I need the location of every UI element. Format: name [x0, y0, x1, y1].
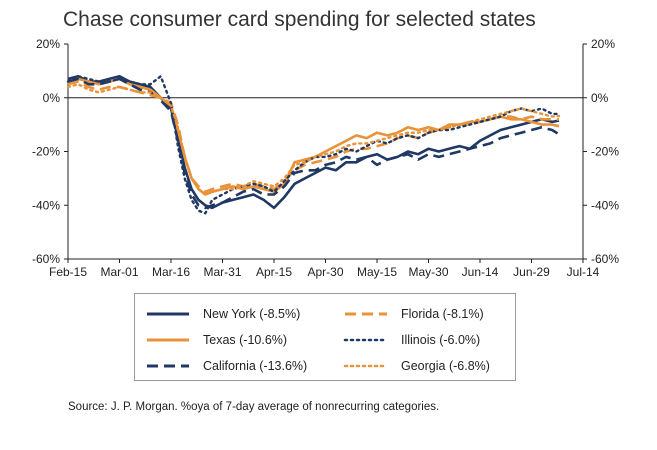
chart-title: Chase consumer card spending for selecte… [63, 8, 536, 31]
y-tick-label-left: 20% [36, 37, 60, 51]
legend-item-georgia: Georgia (-6.8%) [343, 356, 490, 376]
source-note: Source: J. P. Morgan. %oya of 7-day aver… [68, 401, 440, 413]
legend-label: New York (-8.5%) [203, 307, 301, 321]
x-tick-label: Mar-16 [152, 265, 190, 279]
y-tick-label-right: 20% [591, 37, 615, 51]
y-tick-label-left: -20% [32, 145, 60, 159]
x-tick-label: Apr-30 [307, 265, 343, 279]
x-tick-label: Mar-31 [203, 265, 241, 279]
legend-swatch-georgia [343, 364, 389, 368]
legend-swatch-texas [147, 338, 189, 342]
legend-swatch-florida [345, 312, 387, 316]
legend: New York (-8.5%) Texas (-10.6%) Californ… [134, 293, 516, 381]
legend-label: Illinois (-6.0%) [401, 333, 481, 347]
legend-swatch-new-york [147, 312, 189, 316]
y-tick-label-left: -60% [32, 252, 60, 266]
legend-item-california: California (-13.6%) [145, 356, 307, 376]
legend-swatch-illinois [343, 338, 389, 342]
legend-item-illinois: Illinois (-6.0%) [343, 330, 480, 350]
legend-label: Texas (-10.6%) [203, 333, 288, 347]
x-tick-label: Mar-01 [100, 265, 138, 279]
x-tick-label: Jun-29 [513, 265, 550, 279]
series-line-new-york [67, 75, 560, 210]
x-tick-label: May-30 [408, 265, 448, 279]
y-tick-label-left: -40% [32, 198, 60, 212]
line-chart: 20% 20%0% 0%-20% -20%-40% -40%-60% -60%Feb-15… [32, 37, 619, 279]
series-line-georgia [66, 83, 561, 196]
legend-label: Florida (-8.1%) [401, 307, 484, 321]
axes: 20% 20%0% 0%-20% -20%-40% -40%-60% -60%Feb-15… [32, 37, 619, 279]
y-tick-label-right: -60% [591, 252, 619, 266]
y-tick-label-left: 0% [43, 91, 61, 105]
legend-item-new-york: New York (-8.5%) [145, 304, 300, 324]
legend-label: California (-13.6%) [203, 359, 308, 373]
legend-item-florida: Florida (-8.1%) [343, 304, 484, 324]
series-layer [66, 75, 561, 215]
y-tick-label-right: -20% [591, 145, 619, 159]
legend-swatch-california [147, 364, 189, 368]
x-tick-label: May-15 [357, 265, 397, 279]
legend-label: Georgia (-6.8%) [401, 359, 490, 373]
x-tick-label: Apr-15 [256, 265, 292, 279]
x-tick-label: Jul-14 [567, 265, 600, 279]
y-tick-label-right: 0% [591, 91, 609, 105]
x-tick-label: Jun-14 [462, 265, 499, 279]
legend-item-texas: Texas (-10.6%) [145, 330, 287, 350]
y-tick-label-right: -40% [591, 198, 619, 212]
x-tick-label: Feb-15 [49, 265, 87, 279]
